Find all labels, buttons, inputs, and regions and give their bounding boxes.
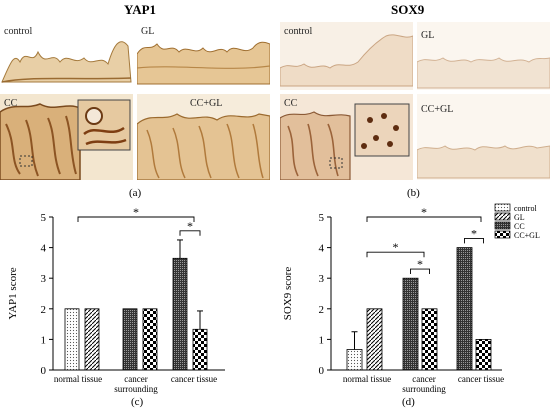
legend-label-control: control: [514, 204, 537, 213]
legend-swatch-cc-gl: [494, 230, 511, 239]
significance-star: *: [471, 226, 477, 240]
label-sox9-cc: CC: [284, 98, 298, 109]
bar-cc-cancer-tissue: [172, 257, 188, 371]
significance-bracket: [77, 216, 195, 222]
significance-star: *: [133, 205, 139, 219]
bar-cc-gl-cancer-surrounding-tissue: [142, 308, 158, 371]
x-category-label-cancer-tissue: cancer tissue: [458, 374, 504, 384]
micrograph-sox9-gl: [417, 22, 550, 90]
significance-bracket: [464, 237, 484, 244]
bar-gl-normal-tissue: [84, 308, 100, 371]
caption-c: (c): [131, 396, 144, 408]
micrograph-sox9-control: [280, 22, 413, 90]
significance-bracket: [179, 230, 201, 236]
label-yap1-cc: CC: [4, 98, 18, 109]
y-tick-label: 1: [41, 334, 47, 346]
bar-cc-cancer-surrounding-tissue: [402, 277, 419, 371]
label-yap1-gl: GL: [141, 26, 155, 37]
x-category-label-cancer-surrounding-tissue: surrounding: [402, 384, 446, 394]
legend-swatch-gl: [494, 212, 511, 221]
micrograph-yap1-control: [0, 22, 133, 90]
y-tick-label: 3: [319, 273, 325, 285]
y-tick-label: 0: [319, 365, 325, 377]
x-category-label-cancer-surrounding-tissue: surrounding: [114, 384, 158, 394]
bar-cc-gl-cancer-tissue: [475, 338, 492, 371]
legend-label-cc: CC: [514, 222, 525, 231]
y-tick-label: 3: [41, 273, 47, 285]
significance-star: *: [421, 205, 427, 219]
legend-label-cc-gl: CC+GL: [514, 231, 540, 240]
y-axis-title: YAP1 score: [7, 267, 19, 319]
caption-d: (d): [402, 396, 415, 408]
yap1-panel-title: YAP1: [124, 2, 157, 17]
bar-control-normal-tissue: [346, 349, 363, 371]
significance-bracket: [410, 268, 430, 275]
bar-control-normal-tissue: [64, 308, 80, 371]
legend-swatch-cc: [494, 221, 511, 230]
y-tick-label: 4: [41, 243, 47, 255]
y-axis-title: SOX9 score: [282, 267, 294, 321]
x-category-label-cancer-surrounding-tissue: cancer: [412, 374, 435, 384]
y-tick-label: 4: [319, 243, 325, 255]
micrograph-sox9-ccgl: [417, 94, 550, 180]
x-category-label-normal-tissue: normal tissue: [343, 374, 391, 384]
significance-star: *: [393, 240, 399, 254]
bar-gl-normal-tissue: [366, 308, 383, 371]
x-category-label-cancer-surrounding-tissue: tissue: [126, 394, 147, 395]
y-tick-label: 5: [319, 212, 325, 224]
caption-b: (b): [407, 187, 420, 199]
sox9-score-chart: 0 1 2 3 4 5 SOX9 score normal tissue cancersurro…: [282, 203, 540, 395]
significance-star: *: [417, 257, 423, 271]
y-tick-label: 2: [319, 304, 325, 316]
bar-cc-gl-cancer-tissue: [192, 328, 208, 371]
yap1-score-chart: 0 1 2 3 4 5 YAP1 score normal tissue cancersurro…: [7, 205, 225, 395]
bar-cc-cancer-surrounding-tissue: [122, 308, 138, 371]
label-sox9-ccgl: CC+GL: [421, 104, 454, 115]
x-category-label-cancer-surrounding-tissue: cancer: [124, 374, 147, 384]
caption-a: (a): [129, 187, 142, 199]
x-category-label-cancer-tissue: cancer tissue: [171, 374, 217, 384]
significance-bracket: [366, 216, 482, 222]
label-sox9-control: control: [284, 26, 313, 37]
significance-star: *: [187, 219, 193, 233]
x-category-label-normal-tissue: normal tissue: [54, 374, 102, 384]
x-category-label-cancer-surrounding-tissue: tissue: [414, 394, 435, 395]
micrograph-yap1-gl: [137, 22, 270, 90]
y-tick-label: 5: [41, 212, 47, 224]
label-yap1-control: control: [4, 26, 33, 37]
sox9-panel-title: SOX9: [391, 2, 425, 17]
legend-swatch-control: [494, 203, 511, 212]
bar-cc-gl-cancer-surrounding-tissue: [421, 308, 438, 371]
micrograph-yap1-ccgl: [137, 94, 270, 180]
y-tick-label: 1: [319, 334, 325, 346]
legend-label-gl: GL: [514, 213, 525, 222]
bar-cc-cancer-tissue: [456, 247, 473, 371]
significance-bracket: [366, 251, 425, 258]
label-yap1-ccgl: CC+GL: [190, 98, 223, 109]
y-tick-label: 0: [41, 365, 47, 377]
micrograph-sox9-cc: [280, 94, 413, 180]
micrograph-yap1-cc: [0, 94, 133, 180]
label-sox9-gl: GL: [421, 30, 435, 41]
y-tick-label: 2: [41, 304, 47, 316]
